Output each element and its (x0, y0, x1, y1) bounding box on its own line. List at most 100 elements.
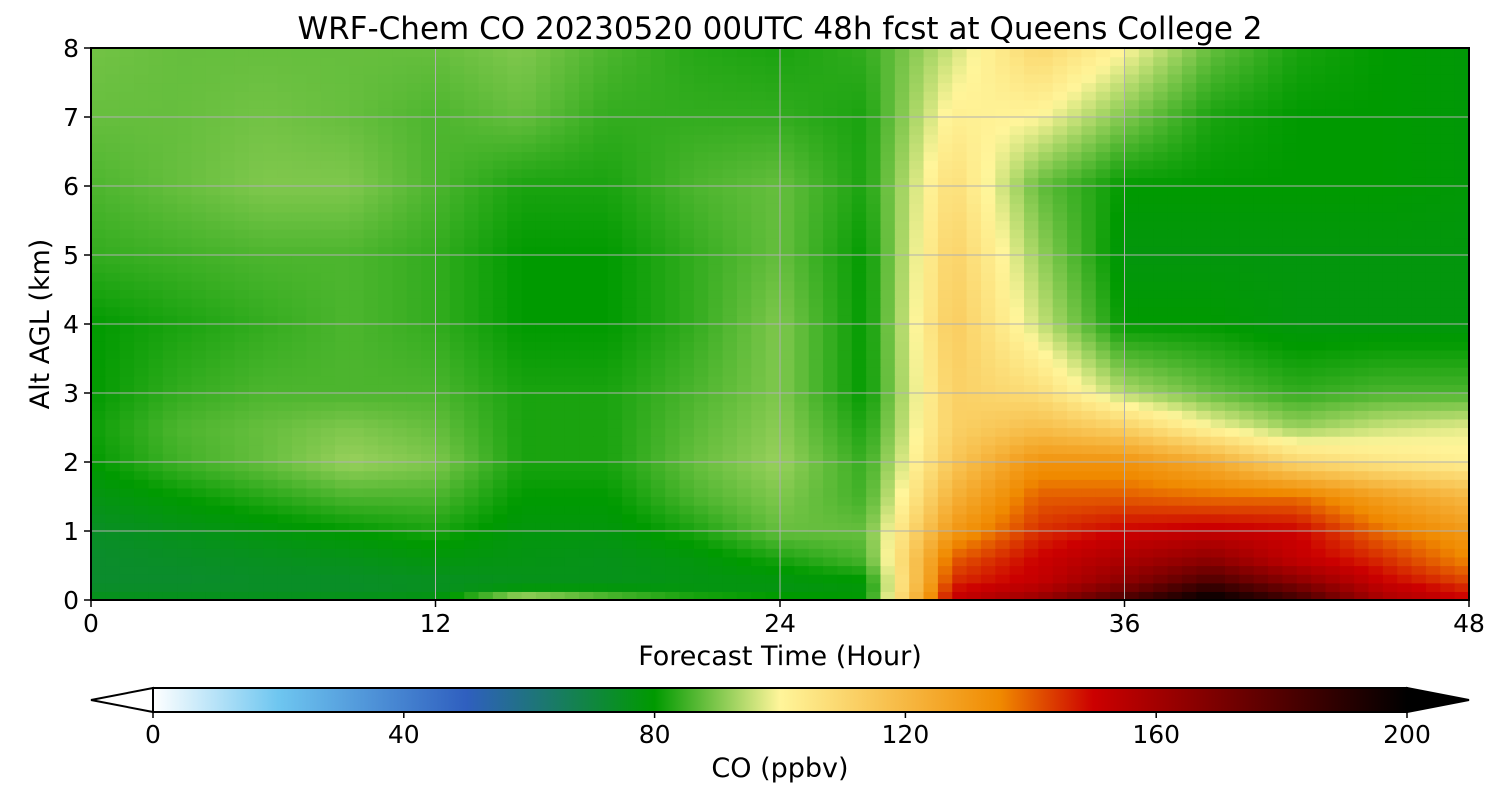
heatmap-cell (406, 203, 422, 213)
heatmap-cell (335, 358, 350, 368)
heatmap-cell (1009, 229, 1025, 239)
heatmap-cell (679, 160, 695, 170)
heatmap-cell (1296, 591, 1312, 601)
heatmap-cell (1253, 565, 1269, 575)
heatmap-cell (1425, 479, 1441, 489)
heatmap-cell (1224, 211, 1240, 222)
heatmap-cell (91, 358, 106, 368)
heatmap-cell (1009, 393, 1025, 403)
heatmap-cell (665, 341, 681, 351)
heatmap-cell (952, 186, 968, 196)
heatmap-cell (1181, 556, 1197, 567)
heatmap-cell (1095, 186, 1111, 196)
heatmap-cell (1067, 401, 1083, 411)
heatmap-cell (1253, 582, 1269, 592)
heatmap-cell (980, 289, 996, 299)
heatmap-cell (650, 186, 666, 196)
heatmap-cell (794, 177, 810, 187)
heatmap-cell (665, 186, 681, 196)
heatmap-cell (335, 444, 350, 454)
heatmap-cell (909, 513, 925, 523)
heatmap-cell (435, 358, 451, 368)
heatmap-cell (1425, 298, 1441, 308)
heatmap-cell (722, 462, 738, 472)
heatmap-cell (679, 375, 695, 385)
heatmap-cell (1038, 453, 1054, 463)
heatmap-cell (937, 263, 953, 273)
heatmap-cell (837, 229, 853, 239)
heatmap-cell (851, 203, 867, 213)
heatmap-cell (665, 556, 681, 567)
heatmap-cell (320, 194, 336, 204)
heatmap-cell (1009, 203, 1025, 213)
heatmap-cell (894, 237, 910, 247)
heatmap-cell (1411, 574, 1427, 584)
heatmap-cell (952, 531, 968, 541)
heatmap-cell (191, 444, 207, 454)
heatmap-cell (1038, 418, 1054, 429)
heatmap-cell (134, 160, 150, 170)
heatmap-cell (449, 367, 465, 377)
heatmap-cell (162, 246, 178, 256)
heatmap-cell (349, 177, 365, 187)
heatmap-cell (1181, 522, 1197, 532)
heatmap-cell (866, 341, 882, 351)
heatmap-cell (1282, 298, 1298, 308)
heatmap-cell (650, 410, 666, 420)
heatmap-cell (1311, 496, 1327, 506)
heatmap-cell (1110, 341, 1126, 351)
heatmap-cell (205, 522, 221, 532)
heatmap-cell (449, 393, 465, 403)
heatmap-cell (1052, 367, 1068, 377)
heatmap-cell (363, 496, 379, 506)
heatmap-cell (521, 522, 537, 532)
heatmap-cell (1181, 479, 1197, 489)
heatmap-cell (1224, 470, 1240, 480)
heatmap-cell (478, 505, 494, 515)
heatmap-cell (478, 315, 494, 325)
heatmap-cell (492, 591, 508, 601)
heatmap-cell (894, 306, 910, 316)
heatmap-cell (119, 315, 135, 325)
heatmap-cell (751, 246, 767, 256)
heatmap-cell (894, 444, 910, 454)
heatmap-cell (550, 349, 566, 360)
heatmap-cell (1052, 574, 1068, 584)
heatmap-cell (650, 479, 666, 489)
heatmap-cell (1282, 263, 1298, 273)
heatmap-cell (191, 246, 207, 256)
heatmap-cell (679, 315, 695, 325)
heatmap-cell (507, 462, 523, 472)
heatmap-cell (291, 263, 307, 273)
heatmap-cell (923, 375, 939, 385)
heatmap-cell (1397, 341, 1413, 351)
heatmap-cell (507, 393, 523, 403)
heatmap-cell (1454, 582, 1470, 592)
heatmap-cell (91, 375, 106, 385)
heatmap-cell (406, 306, 422, 316)
heatmap-cell (823, 479, 839, 489)
heatmap-cell (823, 151, 839, 161)
heatmap-cell (91, 220, 106, 230)
heatmap-cell (1296, 160, 1312, 170)
heatmap-cell (263, 220, 279, 230)
heatmap-cell (464, 263, 480, 273)
heatmap-cell (535, 211, 551, 222)
heatmap-cell (1224, 513, 1240, 523)
heatmap-cell (291, 574, 307, 584)
heatmap-cell (1095, 255, 1111, 265)
heatmap-cell (478, 358, 494, 368)
heatmap-cell (1181, 229, 1197, 239)
heatmap-cell (880, 582, 896, 592)
heatmap-cell (191, 479, 207, 489)
heatmap-cell (1210, 358, 1226, 368)
heatmap-cell (866, 186, 882, 196)
heatmap-cell (736, 565, 752, 575)
heatmap-cell (1124, 479, 1140, 489)
heatmap-cell (1268, 393, 1283, 403)
heatmap-cell (335, 574, 350, 584)
heatmap-cell (1282, 574, 1298, 584)
heatmap-cell (220, 574, 236, 584)
heatmap-cell (708, 289, 724, 299)
heatmap-cell (708, 531, 724, 541)
